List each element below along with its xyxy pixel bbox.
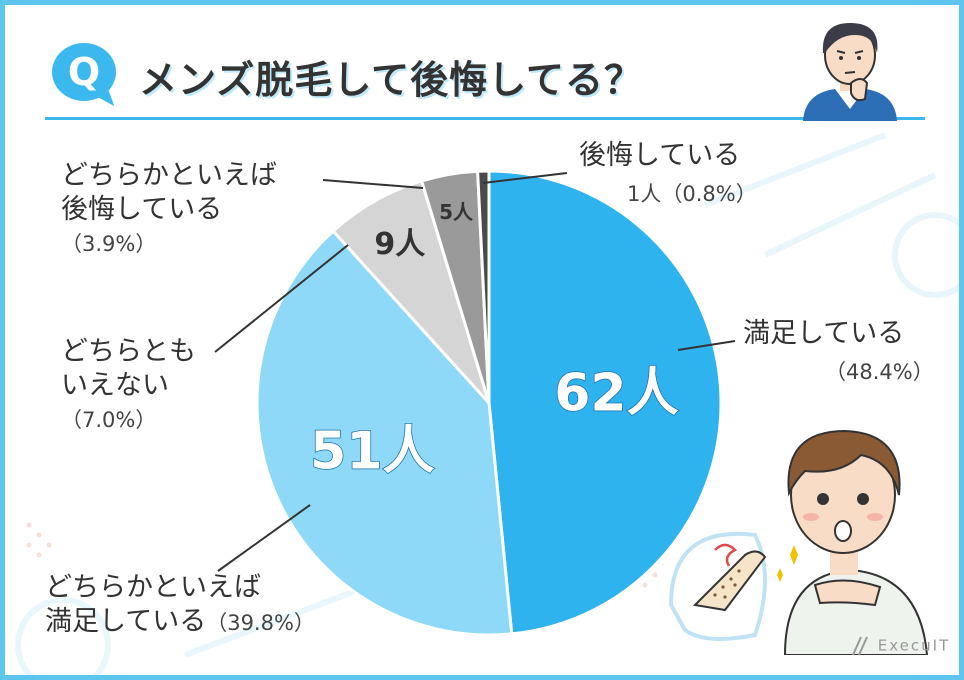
label-satisfied-pct: （48.4%） (825, 360, 934, 384)
pie-value-label-neutral: 9人 (374, 227, 425, 262)
pie-slice-somewhat-satisfied (255, 228, 514, 637)
label-neutral-line2: いえない (61, 370, 169, 401)
label-somewhat-satisfied-pct: （39.8%） (206, 611, 315, 635)
label-satisfied-name: 満足している (743, 318, 905, 349)
execuit-logo-mark-icon (852, 636, 868, 656)
leader-line-somewhat-satisfied (217, 504, 311, 572)
label-somewhat-regret-pct: （3.9%） (61, 232, 157, 256)
label-neutral-pct: （7.0%） (61, 408, 157, 432)
title-divider (45, 117, 925, 120)
leader-line-satisfied (677, 340, 736, 351)
label-somewhat-regret-line1: どちらかといえば (61, 160, 277, 191)
pie-slice-regret (476, 169, 491, 404)
thinking-man-icon (803, 23, 897, 121)
label-regret-name: 後悔している (579, 140, 741, 171)
label-satisfied: 満足している (743, 317, 904, 351)
label-regret: 後悔している (579, 139, 740, 173)
execuit-logo: ExecuIT (851, 635, 950, 657)
pie-value-label-somewhat-regret: 5人 (439, 200, 474, 224)
label-somewhat-satisfied-line2: 満足している (45, 606, 207, 637)
leader-line-neutral (214, 244, 349, 353)
label-neutral-line1: どちらとも (61, 336, 196, 367)
label-somewhat-satisfied: どちらかといえば 満足している（39.8%） (45, 571, 315, 640)
pie-chart: 62人 51人 9人 5人 (214, 169, 736, 637)
label-somewhat-regret-line2: 後悔している (61, 194, 223, 225)
label-somewhat-regret: どちらかといえば 後悔している （3.9%） (61, 159, 277, 261)
surprised-man-icon (668, 429, 929, 655)
pie-slice-neutral (331, 179, 491, 405)
execuit-logo-text: ExecuIT (877, 636, 951, 655)
page-title: メンズ脱毛して後悔してる？ (139, 58, 643, 102)
pie-slice-satisfied (487, 169, 723, 636)
label-somewhat-satisfied-line1: どちらかといえば (45, 572, 261, 603)
leader-line-somewhat-regret (322, 179, 424, 189)
question-badge: Q (52, 43, 116, 101)
label-neutral: どちらとも いえない （7.0%） (61, 335, 196, 437)
leader-line-regret (482, 172, 568, 184)
pie-value-label-satisfied: 62人 (554, 364, 678, 424)
pie-value-label-somewhat-satisfied: 51人 (310, 422, 434, 482)
label-regret-count: 1人（0.8%） (627, 182, 757, 206)
